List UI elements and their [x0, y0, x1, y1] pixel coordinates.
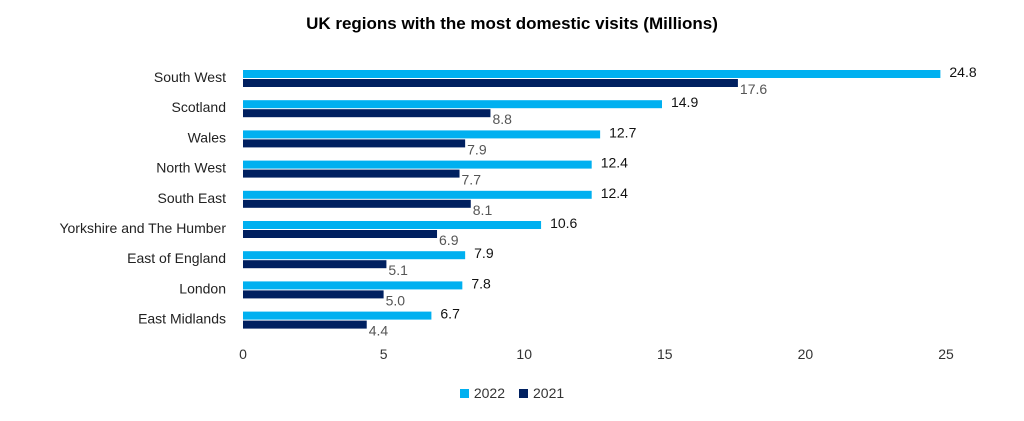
- data-label-2022: 7.8: [471, 275, 491, 291]
- bar-2022: [243, 251, 466, 260]
- x-axis-ticks: 0 5 10 15 20 25: [239, 346, 954, 362]
- legend-item-2022: 2022: [459, 385, 505, 401]
- category-label: South East: [158, 190, 227, 206]
- bars-layer: 24.8 17.6 14.9 8.8 12.7 7.9 12.4 7.7 12.4 8.1 10.6…: [243, 64, 977, 339]
- bar-2022: [243, 190, 592, 199]
- bar-2021: [243, 290, 384, 299]
- bar-2022: [243, 160, 592, 169]
- category-label: East of England: [127, 250, 226, 266]
- category-label: Wales: [188, 129, 226, 145]
- bar-2021: [243, 169, 460, 178]
- bar-2021: [243, 320, 367, 329]
- legend-label: 2021: [533, 385, 565, 401]
- bar-2022: [243, 311, 432, 320]
- legend-swatch: [459, 388, 469, 398]
- legend-swatch: [519, 388, 528, 398]
- category-label: Scotland: [172, 99, 226, 115]
- legend-item-2021: 2021: [519, 385, 564, 401]
- data-label-2022: 14.9: [671, 94, 698, 110]
- data-label-2022: 12.4: [601, 155, 628, 171]
- data-label-2022: 24.8: [949, 64, 976, 80]
- bar-2021: [243, 260, 387, 269]
- data-label-2021: 7.7: [462, 172, 482, 188]
- category-labels: South West Scotland Wales North West South E…: [59, 69, 226, 327]
- chart-title: UK regions with the most domestic visits…: [306, 14, 718, 33]
- data-label-2022: 7.9: [474, 245, 494, 261]
- legend: 2022 2021: [0, 385, 1024, 401]
- legend-label: 2022: [473, 385, 505, 401]
- bar-2021: [243, 79, 738, 87]
- x-tick-label: 15: [657, 346, 673, 362]
- x-tick-label: 0: [239, 346, 247, 362]
- bar-2021: [243, 109, 491, 118]
- data-label-2021: 8.1: [473, 202, 493, 218]
- data-label-2021: 7.9: [467, 141, 487, 157]
- x-tick-label: 20: [798, 346, 814, 362]
- category-label: South West: [154, 69, 226, 85]
- bar-2021: [243, 139, 466, 148]
- category-label: East Midlands: [138, 311, 226, 327]
- data-label-2021: 4.4: [369, 323, 389, 339]
- data-label-2022: 6.7: [440, 306, 460, 322]
- data-label-2021: 5.0: [386, 292, 406, 308]
- x-tick-label: 25: [938, 346, 954, 362]
- bar-2021: [243, 230, 438, 238]
- bar-2022: [243, 221, 542, 229]
- data-label-2022: 12.7: [609, 124, 636, 140]
- data-label-2022: 10.6: [550, 215, 577, 231]
- bar-2022: [243, 70, 941, 78]
- data-label-2021: 5.1: [388, 262, 408, 278]
- data-label-2022: 12.4: [601, 185, 628, 201]
- data-label-2021: 8.8: [492, 111, 512, 127]
- bar-2022: [243, 281, 463, 290]
- x-tick-label: 5: [380, 346, 388, 362]
- data-label-2021: 6.9: [439, 232, 459, 248]
- x-tick-label: 10: [516, 346, 532, 362]
- category-label: London: [179, 280, 226, 296]
- data-label-2021: 17.6: [740, 81, 767, 97]
- bar-2021: [243, 199, 471, 208]
- category-label: North West: [156, 160, 226, 176]
- bar-2022: [243, 130, 601, 139]
- category-label: Yorkshire and The Humber: [59, 220, 226, 236]
- bar-2022: [243, 100, 662, 109]
